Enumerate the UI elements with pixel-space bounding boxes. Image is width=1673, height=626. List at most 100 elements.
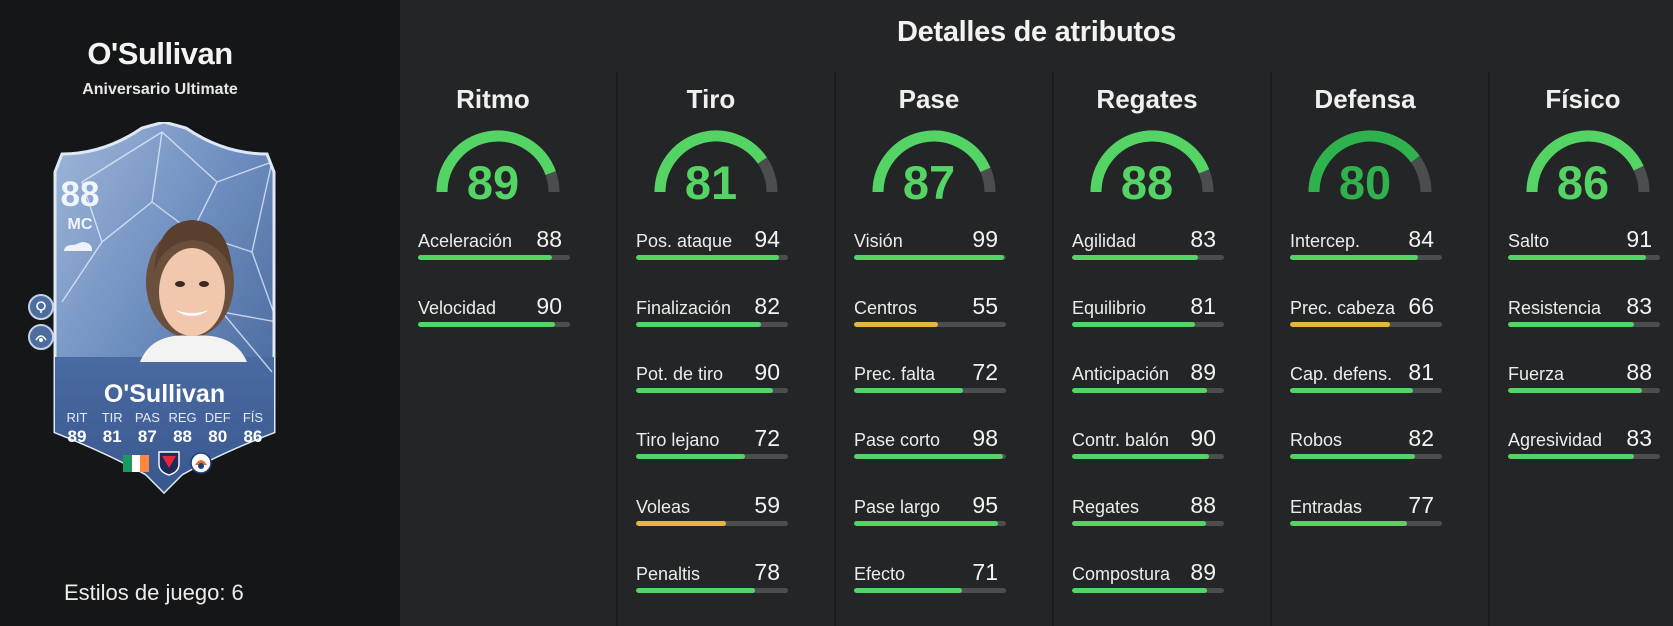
- card-version-subtitle: Aniversario Ultimate: [82, 81, 238, 98]
- attribute-label: Centros: [854, 298, 918, 318]
- attribute-bar-fill: [1290, 454, 1415, 459]
- attribute-bar-fill: [1508, 255, 1647, 260]
- attribute-bar-fill: [418, 322, 555, 327]
- attribute-bar: [1290, 454, 1442, 459]
- attribute-bar-fill: [418, 255, 552, 260]
- attribute-bar-fill: [636, 454, 746, 459]
- attribute-row: Salto 91: [1508, 226, 1660, 279]
- attribute-bar: [1508, 255, 1660, 260]
- attribute-label: Prec. cabeza: [1290, 298, 1396, 318]
- attribute-row: Regates 88: [1072, 492, 1224, 545]
- card-stat-label: REG: [168, 410, 197, 425]
- attribute-label: Prec. falta: [854, 364, 936, 384]
- attribute-category-5: Físico 86 Salto 91 Resistencia 83 Fuerza 88 Agre…: [1508, 84, 1660, 624]
- category-rating: 88: [1120, 156, 1174, 209]
- attribute-bar: [636, 255, 788, 260]
- attribute-label: Robos: [1290, 430, 1343, 450]
- attribute-row: Pase corto 98: [854, 425, 1006, 478]
- attribute-label: Anticipación: [1072, 364, 1170, 384]
- attribute-row: Pot. de tiro 90: [636, 359, 788, 412]
- attribute-bar: [854, 454, 1006, 459]
- attribute-value: 72: [754, 425, 780, 451]
- attribute-bar-fill: [854, 588, 962, 593]
- attribute-row: Equilibrio 81: [1072, 293, 1224, 346]
- attribute-bar: [854, 521, 1006, 526]
- attribute-bar-fill: [1290, 521, 1408, 526]
- card-stat-label: RIT: [66, 410, 88, 425]
- attribute-bar-fill: [1290, 388, 1414, 393]
- attribute-value: 99: [972, 226, 998, 252]
- attribute-bar-fill: [854, 454, 1003, 459]
- attribute-row: Velocidad 90: [418, 293, 570, 346]
- attribute-category-0: Ritmo 89 Aceleración 88 Velocidad 90: [418, 84, 570, 624]
- card-stat: TIR 81: [95, 410, 129, 447]
- attribute-bar: [636, 454, 788, 459]
- attribute-label: Aceleración: [418, 231, 513, 251]
- attribute-row: Pos. ataque 94: [636, 226, 788, 279]
- attribute-label: Penaltis: [636, 564, 701, 584]
- attribute-bar: [1072, 454, 1224, 459]
- attribute-row: Prec. cabeza 66: [1290, 293, 1442, 346]
- rating-gauge: [1308, 130, 1432, 193]
- attribute-value: 83: [1626, 293, 1652, 319]
- player-name-title: O'Sullivan: [87, 36, 233, 71]
- attribute-bar-fill: [1290, 322, 1391, 327]
- attribute-bar-fill: [1290, 255, 1418, 260]
- card-stat: RIT 89: [60, 410, 94, 447]
- attribute-bar: [1290, 255, 1442, 260]
- attribute-row: Robos 82: [1290, 425, 1442, 478]
- attribute-value: 88: [1190, 492, 1216, 518]
- attribute-row: Efecto 71: [854, 559, 1006, 612]
- card-position: MC: [67, 216, 93, 233]
- attribute-row: Finalización 82: [636, 293, 788, 346]
- attribute-bar: [636, 388, 788, 393]
- attribute-bar: [418, 255, 570, 260]
- category-name: Defensa: [1314, 84, 1416, 114]
- card-stat: PAS 87: [130, 410, 164, 447]
- attribute-bar-fill: [1072, 521, 1206, 526]
- attribute-label: Resistencia: [1508, 298, 1602, 318]
- category-name: Pase: [898, 84, 960, 114]
- attribute-label: Salto: [1508, 231, 1550, 251]
- card-stat-label: TIR: [101, 410, 123, 425]
- card-badges: [113, 450, 223, 476]
- attribute-bar-fill: [1508, 322, 1635, 327]
- attribute-bar-fill: [1072, 322, 1196, 327]
- rating-gauge: [654, 130, 778, 193]
- attribute-label: Visión: [854, 231, 903, 251]
- attribute-value: 89: [1190, 559, 1216, 585]
- attribute-row: Aceleración 88: [418, 226, 570, 279]
- card-stat-value: 88: [173, 427, 193, 446]
- attribute-bar: [1072, 521, 1224, 526]
- attribute-bar-fill: [636, 322, 761, 327]
- attribute-bar: [854, 255, 1006, 260]
- attribute-value: 77: [1408, 492, 1434, 518]
- attribute-category-4: Defensa 80 Intercep. 84 Prec. cabeza 66 Cap. d…: [1290, 84, 1442, 624]
- attribute-row: Contr. balón 90: [1072, 425, 1224, 478]
- attribute-row: Fuerza 88: [1508, 359, 1660, 412]
- attribute-bar-fill: [1072, 588, 1208, 593]
- column-divider: [834, 72, 836, 626]
- attribute-value: 84: [1408, 226, 1434, 252]
- card-stat-value: 80: [208, 427, 228, 446]
- attribute-label: Pot. de tiro: [636, 364, 724, 384]
- attribute-bar: [854, 588, 1006, 593]
- attribute-row: Intercep. 84: [1290, 226, 1442, 279]
- attribute-bar: [1072, 588, 1224, 593]
- attribute-bar: [636, 588, 788, 593]
- attribute-bar-fill: [854, 255, 1005, 260]
- card-stat: FÍS 86: [236, 410, 270, 447]
- playstyle-icon: [28, 294, 54, 320]
- attribute-category-1: Tiro 81 Pos. ataque 94 Finalización 82 Pot. de…: [636, 84, 788, 624]
- attribute-bar: [636, 322, 788, 327]
- attribute-value: 83: [1626, 425, 1652, 451]
- gauge-fill: [872, 130, 991, 193]
- card-stat: DEF 80: [201, 410, 235, 447]
- card-stat-value: 86: [243, 427, 263, 446]
- attribute-bar: [1290, 521, 1442, 526]
- player-card[interactable]: 88 MC O'Sullivan RIT 89 TIR 81 PAS 87: [28, 122, 287, 494]
- attribute-value: 89: [1190, 359, 1216, 385]
- column-divider: [616, 72, 618, 626]
- club-badge-icon: [190, 452, 212, 474]
- attribute-row: Centros 55: [854, 293, 1006, 346]
